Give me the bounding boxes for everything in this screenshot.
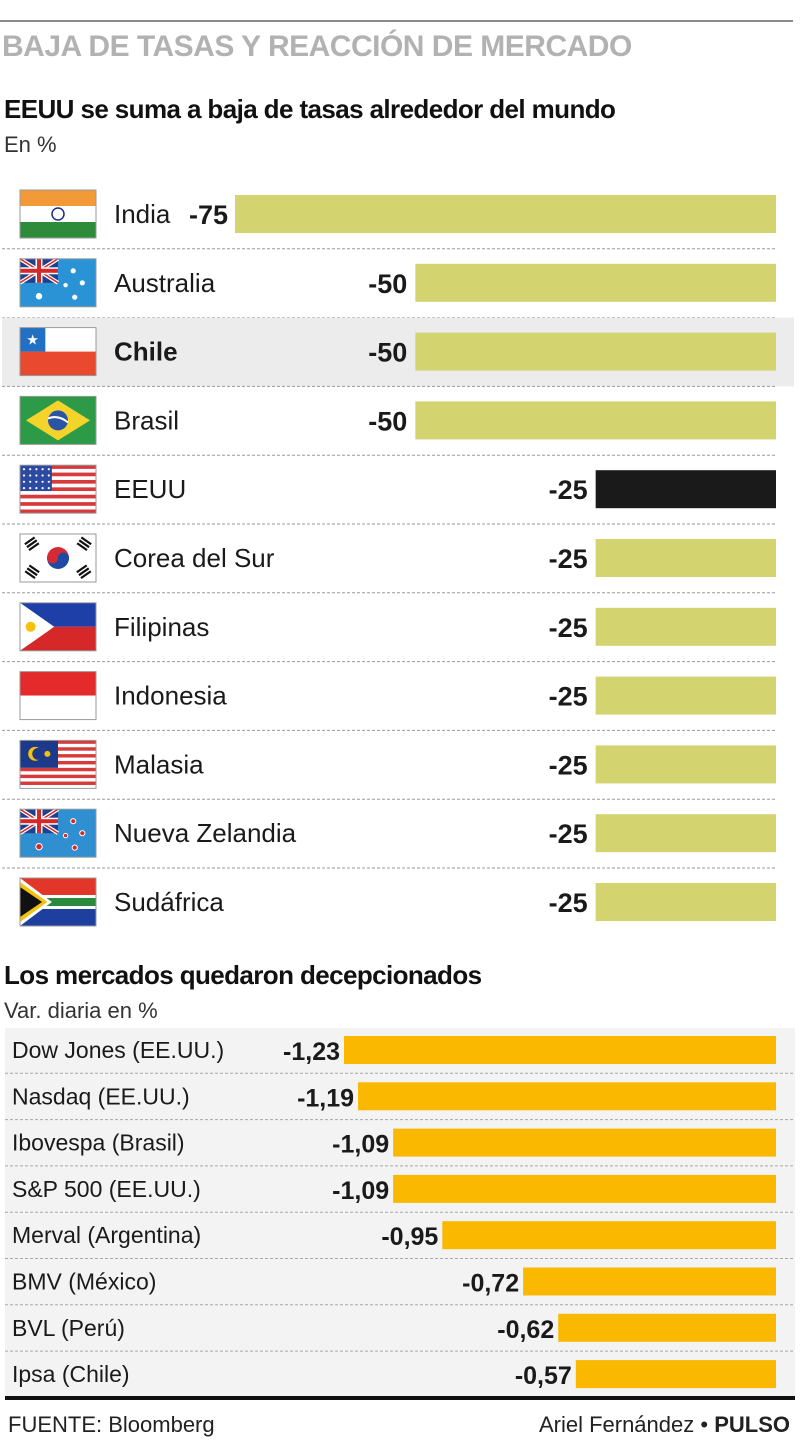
country-label-sudafrica: Sudáfrica [114, 887, 224, 917]
philippines-flag-icon [19, 602, 97, 652]
bar-nueva-zelandia [595, 814, 776, 853]
value-label-eeuu: -25 [549, 475, 588, 505]
bar-dow-jones-ee-uu [344, 1036, 776, 1064]
country-label-chile: Chile [114, 337, 178, 367]
value-label-filipinas: -25 [549, 613, 588, 643]
value-label-ipsa-chile: -0,57 [515, 1362, 572, 1390]
chile-flag-icon: ★ [19, 327, 97, 377]
chart2-unit: Var. diaria en % [4, 998, 158, 1023]
bar-india [235, 195, 776, 233]
value-label-australia: -50 [368, 269, 407, 299]
market-label-bvl-peru: BVL (Perú) [12, 1315, 125, 1341]
indonesia-flag-icon [19, 671, 97, 721]
malaysia-flag-icon [19, 739, 97, 789]
top-rule [0, 20, 793, 22]
bar-filipinas [595, 607, 776, 646]
value-label-sudafrica: -25 [549, 888, 588, 918]
market-label-s-p-500-ee-uu: S&P 500 (EE.UU.) [12, 1176, 201, 1202]
bar-brasil [415, 401, 776, 440]
bottom-rule [5, 1396, 795, 1400]
value-label-dow-jones-ee-uu: -1,23 [283, 1038, 340, 1066]
bar-bmv-mexico [523, 1267, 776, 1296]
value-label-s-p-500-ee-uu: -1,09 [332, 1177, 389, 1205]
value-label-bvl-peru: -0,62 [497, 1316, 554, 1344]
market-label-nasdaq-ee-uu: Nasdaq (EE.UU.) [12, 1083, 190, 1109]
bar-ibovespa-brasil [393, 1128, 776, 1157]
brazil-flag-icon [19, 395, 97, 445]
usa-flag-icon [19, 464, 97, 514]
country-label-corea-del-sur: Corea del Sur [114, 543, 275, 573]
south-korea-flag-icon [19, 533, 97, 583]
bar-australia [415, 263, 776, 302]
value-label-nasdaq-ee-uu: -1,19 [297, 1084, 354, 1112]
value-label-malasia: -25 [549, 750, 588, 780]
svg-text:★: ★ [26, 332, 39, 348]
source-note: FUENTE: Bloomberg [8, 1412, 215, 1437]
market-label-ipsa-chile: Ipsa (Chile) [12, 1361, 130, 1387]
chart2-title: Los mercados quedaron decepcionados [4, 960, 482, 990]
bar-malasia [595, 745, 776, 784]
value-label-brasil: -50 [368, 406, 407, 436]
chart1-unit: En % [4, 132, 57, 157]
country-label-malasia: Malasia [114, 749, 204, 779]
bar-sudafrica [595, 883, 776, 921]
bar-eeuu [595, 470, 776, 509]
credit-line: Ariel Fernández • PULSO [539, 1412, 790, 1438]
country-label-indonesia: Indonesia [114, 681, 227, 711]
bar-s-p-500-ee-uu [393, 1174, 776, 1203]
market-label-merval-argentina: Merval (Argentina) [12, 1222, 201, 1248]
market-label-ibovespa-brasil: Ibovespa (Brasil) [12, 1130, 185, 1156]
bar-corea-del-sur [595, 539, 776, 577]
rates-chart: India -75 Australia -50 ★ Chile -50 Brasil -50 EE… [2, 189, 794, 927]
market-label-dow-jones-ee-uu: Dow Jones (EE.UU.) [12, 1037, 224, 1063]
chart1-title: EEUU se suma a baja de tasas alrededor d… [4, 94, 616, 124]
bar-chile [415, 332, 776, 371]
author-name: Ariel Fernández • [538, 1412, 709, 1437]
value-label-nueva-zelandia: -25 [549, 819, 588, 849]
value-label-bmv-mexico: -0,72 [462, 1270, 519, 1298]
brand-name: PULSO [714, 1412, 790, 1437]
country-label-filipinas: Filipinas [114, 612, 209, 642]
australia-flag-icon [18, 257, 97, 308]
value-label-merval-argentina: -0,95 [381, 1223, 438, 1251]
india-flag-icon [19, 189, 97, 239]
market-label-bmv-mexico: BMV (México) [12, 1269, 156, 1295]
bar-indonesia [595, 676, 776, 715]
country-label-eeuu: EEUU [114, 474, 186, 504]
new-zealand-flag-icon [18, 807, 97, 858]
country-label-india: India [114, 199, 171, 229]
country-label-brasil: Brasil [114, 405, 179, 435]
value-label-india: -75 [189, 200, 228, 230]
value-label-indonesia: -25 [549, 682, 588, 712]
kicker-title: BAJA DE TASAS Y REACCIÓN DE MERCADO [2, 30, 632, 63]
country-label-australia: Australia [114, 268, 216, 298]
bar-nasdaq-ee-uu [358, 1082, 776, 1111]
bar-ipsa-chile [575, 1360, 776, 1389]
value-label-ibovespa-brasil: -1,09 [332, 1131, 389, 1159]
value-label-corea-del-sur: -25 [549, 544, 588, 574]
bar-merval-argentina [442, 1221, 776, 1250]
value-label-chile: -50 [368, 338, 407, 368]
country-label-nueva-zelandia: Nueva Zelandia [114, 818, 297, 848]
bar-bvl-peru [558, 1313, 776, 1342]
south-africa-flag-icon [19, 877, 97, 927]
markets-chart: Dow Jones (EE.UU.) -1,23 Nasdaq (EE.UU.) -1… [5, 1028, 795, 1399]
